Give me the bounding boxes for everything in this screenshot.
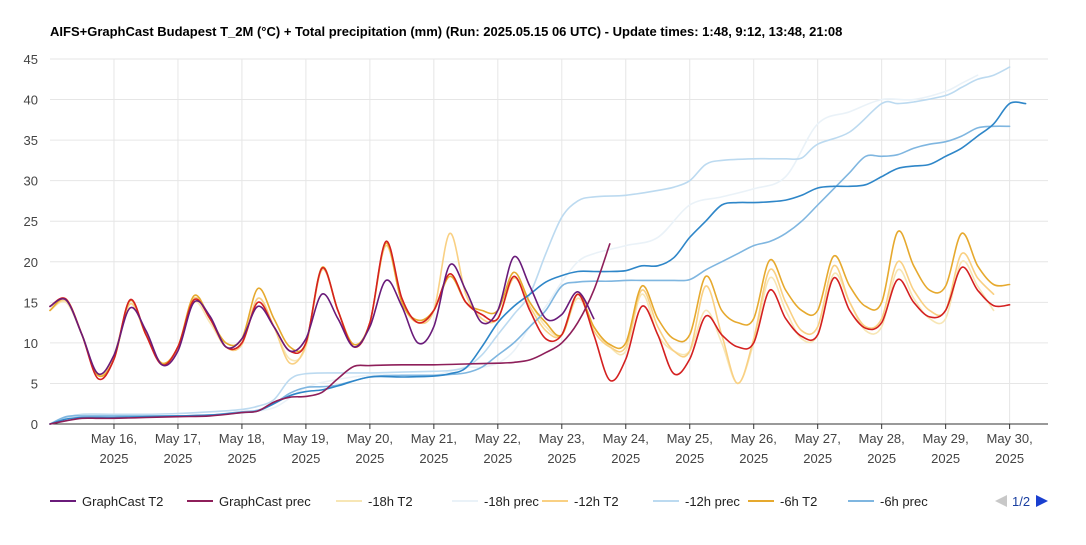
series-line-12h-prec [49,66,1011,425]
series-line-graphcast-prec [49,243,611,425]
y-tick-label: 40 [24,93,38,108]
x-tick-label: May 19, [283,431,329,446]
y-tick-label: 45 [24,52,38,67]
series-line-graphcast-t2 [49,255,595,376]
y-tick-label: 15 [24,295,38,310]
x-tick-label-year: 2025 [611,451,640,466]
y-tick-label: 0 [31,417,38,432]
x-tick-label-year: 2025 [100,451,129,466]
y-tick-label: 10 [24,336,38,351]
x-tick-label: May 29, [923,431,969,446]
x-tick-label-year: 2025 [291,451,320,466]
x-tick-label-year: 2025 [931,451,960,466]
x-tick-label: May 23, [539,431,585,446]
legend-label: -6h prec [880,494,928,509]
x-tick-label-year: 2025 [867,451,896,466]
x-tick-label: May 22, [475,431,521,446]
legend-pager[interactable]: 1/2 [995,494,1048,509]
triangle-left-icon[interactable] [995,495,1007,507]
legend-label: -12h T2 [574,494,619,509]
series-line-aifs-prec [49,101,1027,425]
x-tick-label: May 20, [347,431,393,446]
x-tick-label-year: 2025 [163,451,192,466]
x-tick-label: May 18, [219,431,265,446]
triangle-right-icon[interactable] [1036,495,1048,507]
legend-label: -6h T2 [780,494,817,509]
x-tick-label-year: 2025 [227,451,256,466]
legend-label: GraphCast T2 [82,494,163,509]
x-tick-label: May 16, [91,431,137,446]
legend: GraphCast T2 GraphCast prec -18h T2 -18h pr… [50,494,928,509]
series-line-6h-t2 [49,230,1011,378]
series-lines [49,66,1027,425]
y-tick-label: 30 [24,174,38,189]
chart-title: AIFS+GraphCast Budapest T_2M (°C) + Tota… [50,24,842,39]
series-line-aifs-t2 [49,240,1011,382]
pager-label: 1/2 [1012,494,1030,509]
x-tick-label-year: 2025 [995,451,1024,466]
x-tick-label-year: 2025 [739,451,768,466]
x-tick-label-year: 2025 [483,451,512,466]
x-tick-label-year: 2025 [803,451,832,466]
grid [50,58,1048,425]
legend-label: -12h prec [685,494,740,509]
x-tick-label-year: 2025 [675,451,704,466]
x-tick-label: May 28, [859,431,905,446]
x-tick-label: May 17, [155,431,201,446]
series-line-6h-prec [49,125,1011,425]
y-tick-label: 35 [24,133,38,148]
x-tick-label: May 24, [603,431,649,446]
y-axis-ticks: 0 5 10 15 20 25 30 35 40 45 [24,52,38,432]
x-tick-label: May 25, [667,431,713,446]
legend-label: GraphCast prec [219,494,311,509]
x-tick-label-year: 2025 [419,451,448,466]
y-tick-label: 20 [24,255,38,270]
x-axis-ticks: May 16, 2025 May 17, 2025 May 18, 2025 May 19,… [91,424,1033,466]
y-tick-label: 25 [24,214,38,229]
x-tick-label-year: 2025 [547,451,576,466]
legend-label: -18h T2 [368,494,413,509]
x-tick-label: May 21, [411,431,457,446]
series-line-18h-prec [49,74,979,425]
x-tick-label: May 27, [795,431,841,446]
x-tick-label: May 30, [986,431,1032,446]
x-tick-label-year: 2025 [355,451,384,466]
legend-label: -18h prec [484,494,539,509]
x-tick-label: May 26, [731,431,777,446]
y-tick-label: 5 [31,376,38,391]
